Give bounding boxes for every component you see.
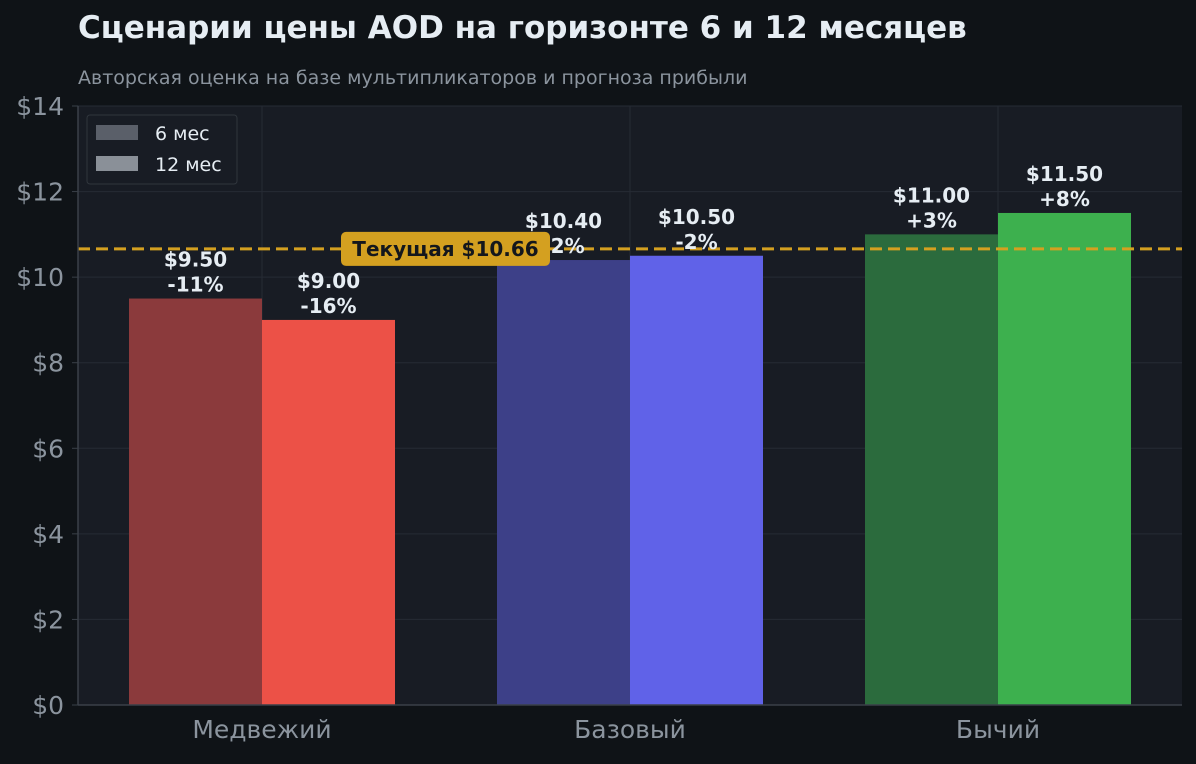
x-tick-label: Бычий — [956, 715, 1040, 744]
y-tick-label: $8 — [32, 349, 64, 378]
bar — [998, 212, 1131, 705]
data-label-change: -11% — [167, 273, 223, 297]
bar — [630, 255, 763, 705]
legend-swatch — [96, 156, 138, 171]
y-tick-label: $2 — [32, 605, 64, 634]
chart-subtitle: Авторская оценка на базе мультипликаторо… — [78, 67, 747, 89]
data-label-change: -16% — [300, 294, 356, 318]
bar — [262, 319, 395, 705]
legend-swatch — [96, 125, 138, 140]
legend-label: 6 мес — [155, 123, 210, 145]
data-label-change: +3% — [906, 208, 957, 232]
data-label-change: +8% — [1039, 187, 1090, 211]
data-label-value: $11.00 — [893, 183, 970, 207]
bar — [129, 298, 262, 705]
x-tick-label: Медвежий — [192, 715, 331, 744]
bar — [497, 260, 630, 705]
reference-label-badge — [341, 231, 550, 266]
y-tick-label: $12 — [16, 178, 64, 207]
data-label-value: $11.50 — [1026, 162, 1103, 186]
reference-label: Текущая $10.66 — [352, 237, 538, 261]
data-label-value: $10.50 — [658, 205, 735, 229]
data-label-value: $9.50 — [164, 248, 227, 272]
y-tick-label: $0 — [32, 691, 64, 720]
legend-label: 12 мес — [155, 154, 222, 176]
bar — [865, 234, 998, 705]
data-label-value: $9.00 — [297, 269, 360, 293]
data-label-value: $10.40 — [525, 209, 602, 233]
chart-title: Сценарии цены AOD на горизонте 6 и 12 ме… — [78, 10, 967, 46]
y-tick-label: $4 — [32, 520, 64, 549]
x-tick-label: Базовый — [574, 715, 686, 744]
y-tick-label: $6 — [32, 434, 64, 463]
plot-area: $9.50-11% $10.40 -2% $11.00+3% $9.00-16% $10.… — [16, 92, 1182, 744]
data-label-change: -2% — [675, 230, 717, 254]
y-tick-label: $10 — [16, 263, 64, 292]
y-tick-label: $14 — [16, 92, 64, 121]
